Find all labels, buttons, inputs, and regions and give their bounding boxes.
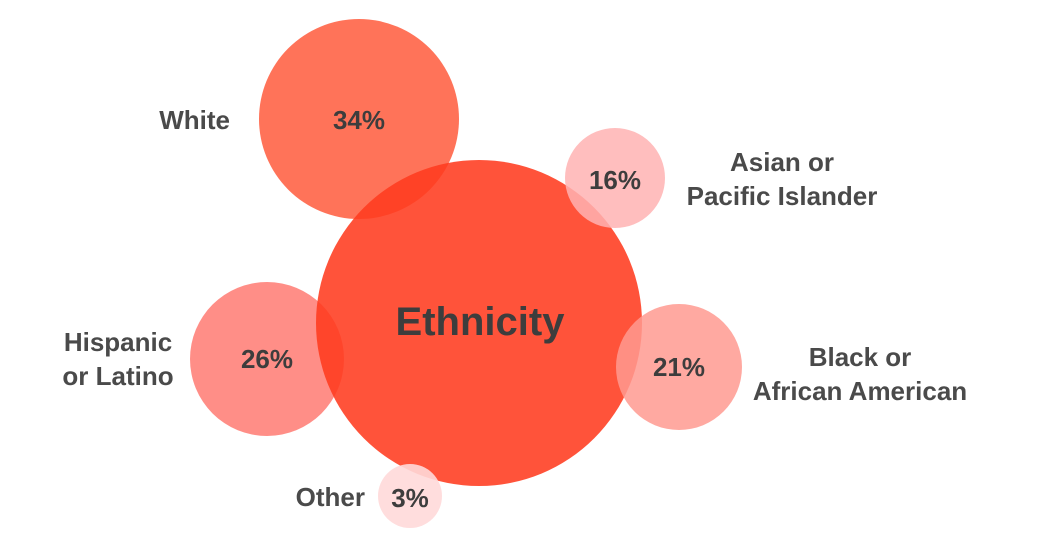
label-black-line-1: Black or [808,342,912,372]
label-white-text: White [159,105,230,135]
center-title: Ethnicity [395,300,565,344]
label-asian-pacific-islander: Asian or Pacific Islander [682,145,882,213]
label-asian-line-1: Asian or [729,147,835,177]
label-asian-line-2: Pacific Islander [686,181,878,211]
bubble-white [259,19,459,219]
label-other: Other [265,480,365,514]
percent-other: 3% [391,483,429,513]
bubble-hispanic-latino [190,282,344,436]
label-black-line-2: African American [752,376,968,406]
label-hispanic-latino: Hispanic or Latino [50,325,186,393]
bubble-center-ethnicity [316,160,642,486]
label-hispanic-line-1: Hispanic [63,327,173,357]
label-other-text: Other [295,482,365,512]
percent-white: 34% [332,105,386,135]
percent-hispanic-latino: 26% [240,344,294,374]
bubble-asian-pacific-islander [565,128,665,228]
percent-black-african-american: 21% [652,352,706,382]
label-black-african-american: Black or African American [748,340,972,408]
label-white: White [130,103,230,137]
bubble-black-african-american [616,304,742,430]
percent-asian-pacific-islander: 16% [588,165,642,195]
bubble-other [378,464,442,528]
label-hispanic-line-2: or Latino [62,361,174,391]
